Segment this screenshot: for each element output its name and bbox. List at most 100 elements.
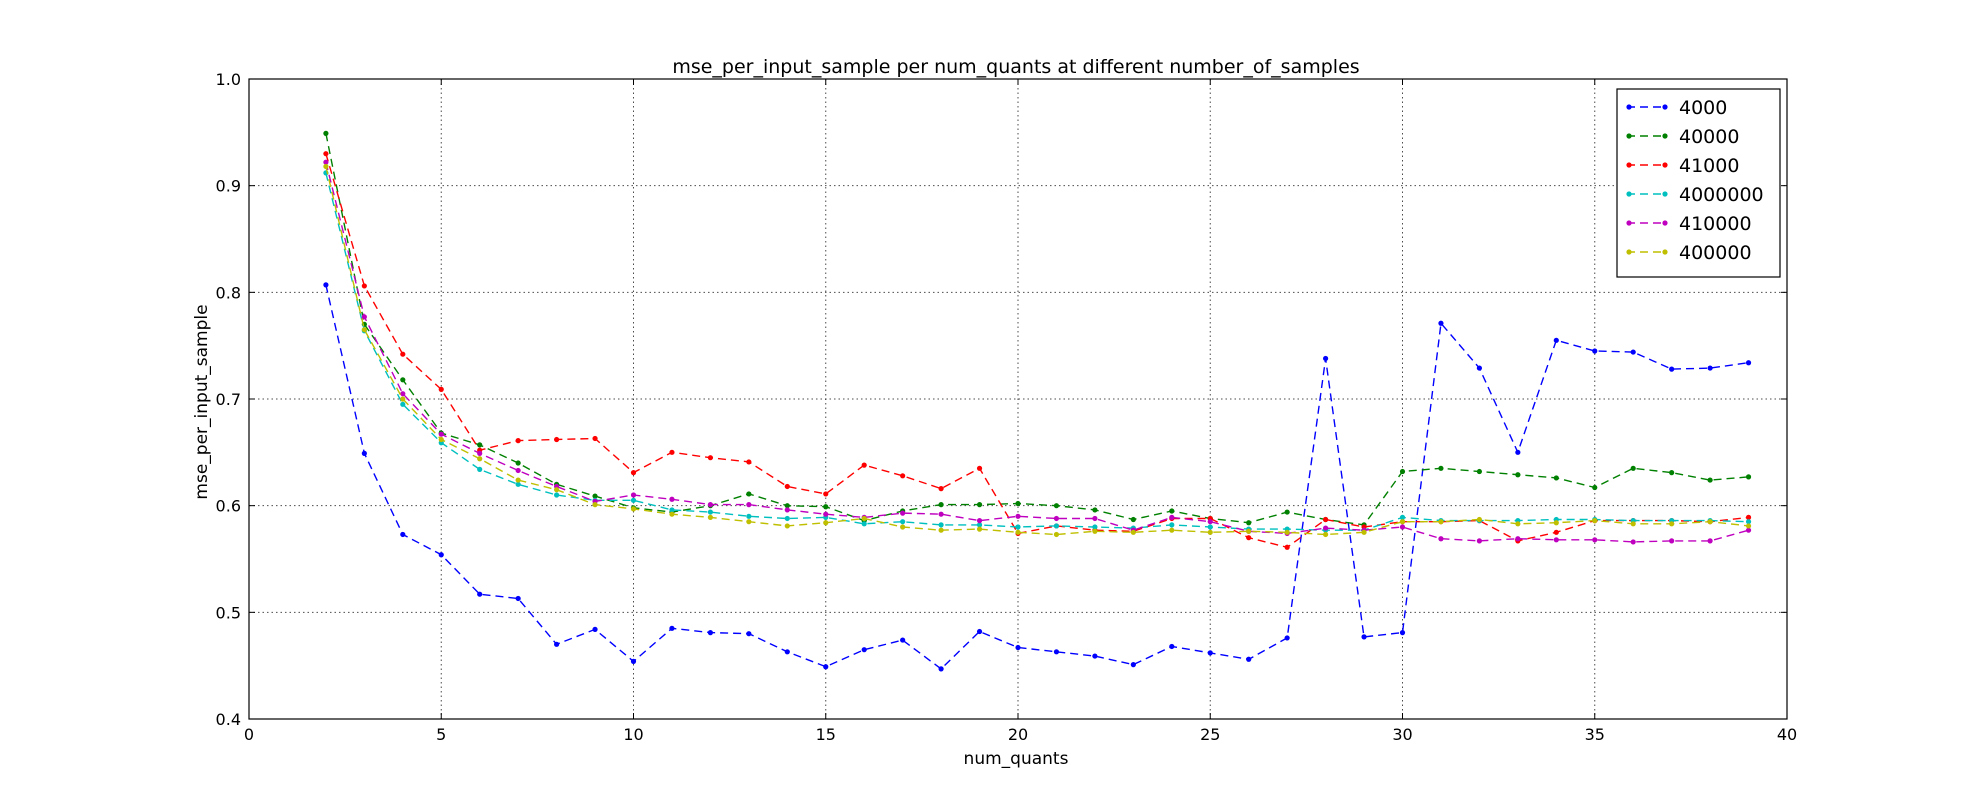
data-point [1476, 516, 1482, 523]
data-point [1669, 470, 1675, 476]
data-point [1323, 525, 1329, 531]
y-axis-label: mse_per_input_sample [192, 304, 212, 499]
data-point [1015, 513, 1021, 519]
data-point [1399, 519, 1406, 525]
data-point [1015, 529, 1021, 535]
data-point [1515, 472, 1521, 478]
legend-label: 4000000 [1679, 184, 1764, 206]
legend-label: 41000 [1679, 155, 1739, 177]
data-point [976, 522, 983, 528]
legend-marker [1626, 220, 1632, 226]
x-tick-label: 20 [1008, 725, 1028, 744]
legend-item: 4000 [1626, 97, 1727, 119]
legend-marker [1662, 162, 1668, 168]
data-point [1553, 520, 1559, 526]
data-point [630, 506, 637, 512]
y-tick-label: 0.8 [216, 283, 241, 302]
data-point [438, 436, 444, 443]
data-point [1399, 514, 1406, 521]
data-point [746, 491, 752, 497]
data-point [784, 523, 790, 529]
data-point [1207, 650, 1213, 656]
data-point [1438, 519, 1444, 525]
data-point [400, 377, 406, 383]
data-point [1361, 529, 1367, 535]
data-point [900, 637, 906, 643]
data-point [1592, 484, 1598, 491]
data-point [477, 456, 483, 462]
data-point [1515, 521, 1521, 527]
data-point [669, 496, 675, 502]
data-point [1015, 644, 1021, 651]
data-point [515, 467, 521, 474]
data-point [515, 460, 521, 466]
legend-item: 410000 [1626, 213, 1752, 235]
data-point [1515, 536, 1521, 542]
data-point [938, 527, 944, 533]
data-point [1284, 635, 1290, 641]
data-point [1284, 544, 1290, 550]
data-point [361, 314, 367, 320]
data-point [1053, 649, 1060, 655]
data-point [938, 666, 944, 672]
data-point [1745, 514, 1752, 521]
data-point [1669, 538, 1675, 544]
data-point [1169, 527, 1175, 533]
data-point [823, 511, 829, 517]
series-line [325, 162, 1749, 543]
data-point [1630, 539, 1636, 545]
data-point [438, 552, 444, 558]
x-tick-label: 30 [1392, 725, 1412, 744]
data-point [938, 502, 944, 508]
series-4000 [323, 282, 1752, 672]
data-point [1553, 537, 1559, 543]
data-point [400, 396, 406, 402]
data-point [1553, 529, 1559, 535]
data-point [784, 503, 790, 509]
data-point [323, 151, 329, 157]
legend-marker [1626, 104, 1632, 110]
data-point [630, 658, 637, 665]
y-tick-label: 0.5 [216, 603, 241, 622]
data-point [1553, 475, 1559, 481]
data-point [1053, 503, 1060, 509]
data-point [400, 391, 406, 397]
data-point [1361, 634, 1367, 640]
data-point [669, 511, 675, 517]
legend-item: 41000 [1626, 155, 1739, 177]
data-point [976, 518, 983, 524]
data-point [1130, 662, 1136, 668]
data-point [1053, 515, 1060, 522]
data-point [1707, 477, 1713, 483]
data-point [554, 436, 560, 443]
data-point [1015, 500, 1021, 507]
data-point [707, 509, 714, 515]
legend-marker [1662, 249, 1668, 255]
data-point [1169, 508, 1175, 514]
data-point [1476, 365, 1482, 371]
data-point [438, 386, 444, 392]
data-point [592, 435, 598, 442]
data-point [784, 649, 790, 655]
data-point [1707, 538, 1713, 544]
legend-marker [1626, 249, 1632, 255]
data-point [361, 283, 367, 289]
data-point [1745, 519, 1752, 525]
legend-box [1616, 88, 1781, 278]
data-point [861, 647, 867, 653]
grid [249, 79, 1787, 719]
data-point [1092, 653, 1098, 659]
data-point [707, 514, 714, 521]
data-point [1592, 348, 1598, 354]
data-point [938, 522, 944, 528]
data-point [361, 450, 367, 456]
legend-label: 40000 [1679, 126, 1739, 148]
data-point [323, 282, 329, 288]
series-400000 [323, 163, 1752, 538]
data-point [746, 502, 752, 508]
data-point [1515, 449, 1521, 455]
data-point [592, 502, 598, 508]
data-point [1246, 520, 1252, 526]
data-point [707, 455, 714, 461]
